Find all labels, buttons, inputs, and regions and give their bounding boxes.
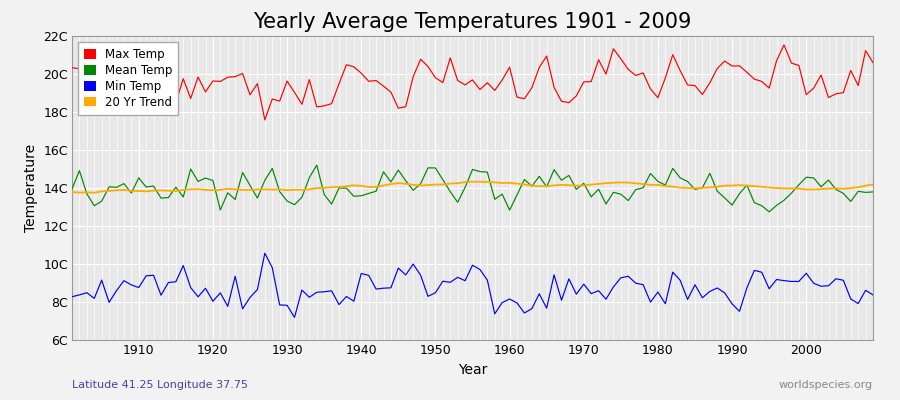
Text: worldspecies.org: worldspecies.org <box>778 380 873 390</box>
Title: Yearly Average Temperatures 1901 - 2009: Yearly Average Temperatures 1901 - 2009 <box>253 12 692 32</box>
Text: Latitude 41.25 Longitude 37.75: Latitude 41.25 Longitude 37.75 <box>72 380 248 390</box>
X-axis label: Year: Year <box>458 363 487 377</box>
Y-axis label: Temperature: Temperature <box>23 144 38 232</box>
Legend: Max Temp, Mean Temp, Min Temp, 20 Yr Trend: Max Temp, Mean Temp, Min Temp, 20 Yr Tre… <box>78 42 178 114</box>
